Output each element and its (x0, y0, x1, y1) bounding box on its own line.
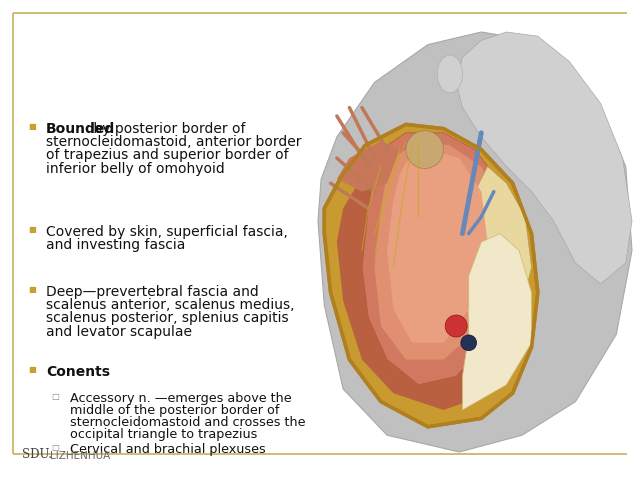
Polygon shape (362, 133, 513, 385)
Polygon shape (374, 141, 500, 360)
Text: occipital triangle to trapezius: occipital triangle to trapezius (70, 429, 257, 442)
Text: ■: ■ (28, 225, 36, 234)
Text: middle of the posterior border of: middle of the posterior border of (70, 404, 280, 417)
Ellipse shape (406, 131, 444, 168)
Text: LIZHENHUA: LIZHENHUA (50, 451, 110, 461)
Bar (318, 32, 632, 452)
Polygon shape (463, 234, 531, 410)
Text: ■: ■ (28, 122, 36, 131)
Text: ■: ■ (28, 365, 36, 374)
Text: Conents: Conents (46, 365, 110, 379)
Text: Covered by skin, superficial fascia,: Covered by skin, superficial fascia, (46, 225, 288, 239)
Text: scalenus posterior, splenius capitis: scalenus posterior, splenius capitis (46, 312, 289, 325)
Polygon shape (318, 32, 632, 452)
Text: inferior belly of omohyoid: inferior belly of omohyoid (46, 162, 225, 176)
Ellipse shape (437, 55, 463, 93)
Text: sternocleidomastoid and crosses the: sternocleidomastoid and crosses the (70, 416, 305, 429)
Text: Deep—prevertebral fascia and: Deep—prevertebral fascia and (46, 285, 259, 299)
Text: □: □ (51, 392, 59, 401)
Text: by posterior border of: by posterior border of (90, 122, 246, 136)
Text: and investing fascia: and investing fascia (46, 238, 186, 252)
Text: of trapezius and superior border of: of trapezius and superior border of (46, 148, 289, 162)
Text: and levator scapulae: and levator scapulae (46, 324, 192, 338)
Text: □: □ (51, 443, 59, 452)
Polygon shape (463, 167, 531, 360)
Polygon shape (337, 141, 399, 192)
Polygon shape (324, 124, 538, 427)
Polygon shape (456, 32, 632, 284)
Circle shape (445, 315, 467, 337)
Polygon shape (337, 141, 525, 410)
Text: ■: ■ (28, 285, 36, 294)
Text: sternocleidomastoid, anterior border: sternocleidomastoid, anterior border (46, 135, 301, 149)
Text: Accessory n. —emerges above the: Accessory n. —emerges above the (70, 392, 292, 405)
Text: SDU.: SDU. (22, 448, 52, 461)
Text: Cervical and brachial plexuses: Cervical and brachial plexuses (70, 443, 266, 456)
Polygon shape (387, 150, 488, 343)
Text: scalenus anterior, scalenus medius,: scalenus anterior, scalenus medius, (46, 298, 294, 312)
Circle shape (461, 335, 477, 351)
Text: Bounded: Bounded (46, 122, 115, 136)
